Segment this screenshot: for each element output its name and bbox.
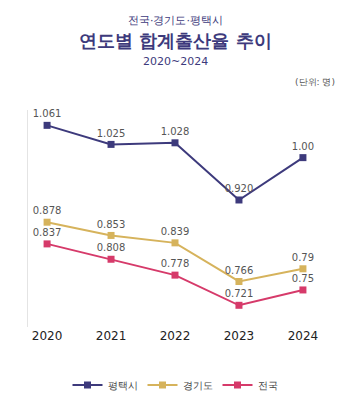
svg-text:연도별 합계출산율 추이: 연도별 합계출산율 추이 xyxy=(79,30,272,51)
svg-text:평택시: 평택시 xyxy=(108,380,138,391)
svg-text:전국·경기도·평택시: 전국·경기도·평택시 xyxy=(128,14,223,27)
svg-text:0.839: 0.839 xyxy=(161,226,190,237)
svg-text:(단위: 명): (단위: 명) xyxy=(295,77,335,87)
svg-text:1.00: 1.00 xyxy=(292,141,314,152)
svg-text:2024: 2024 xyxy=(288,329,319,343)
svg-text:0.79: 0.79 xyxy=(292,252,314,263)
svg-text:2020~2024: 2020~2024 xyxy=(143,55,208,68)
svg-text:0.721: 0.721 xyxy=(225,288,254,299)
svg-text:0.878: 0.878 xyxy=(33,205,62,216)
svg-text:경기도: 경기도 xyxy=(183,380,213,391)
svg-text:0.853: 0.853 xyxy=(97,219,126,230)
svg-text:2022: 2022 xyxy=(160,329,191,343)
svg-text:2020: 2020 xyxy=(32,329,63,343)
svg-text:0.778: 0.778 xyxy=(161,258,190,269)
svg-text:2023: 2023 xyxy=(224,329,255,343)
svg-text:1.061: 1.061 xyxy=(33,108,62,119)
svg-text:0.837: 0.837 xyxy=(33,227,62,238)
svg-text:0.766: 0.766 xyxy=(225,265,254,276)
svg-text:2021: 2021 xyxy=(96,329,127,343)
svg-text:1.025: 1.025 xyxy=(97,128,126,139)
svg-text:0.808: 0.808 xyxy=(97,242,126,253)
svg-text:0.75: 0.75 xyxy=(292,273,314,284)
svg-text:0.920: 0.920 xyxy=(225,183,254,194)
svg-text:1.028: 1.028 xyxy=(161,126,190,137)
svg-text:전국: 전국 xyxy=(258,380,278,391)
